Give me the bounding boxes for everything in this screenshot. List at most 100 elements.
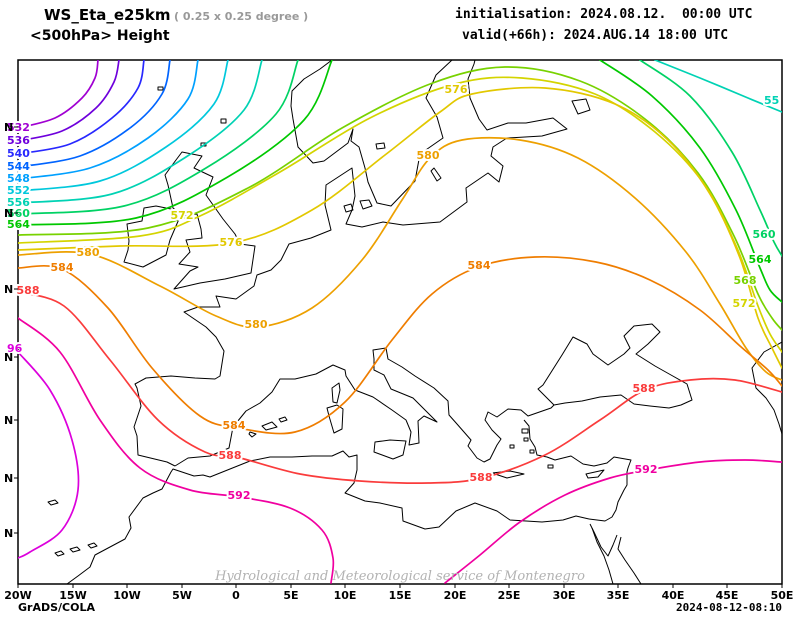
contour-596 <box>18 351 80 559</box>
model-name: WS_Eta_e25km <box>44 6 171 24</box>
coastline <box>331 382 341 404</box>
contour-label-588: 588 <box>17 284 40 297</box>
coastline <box>290 60 453 207</box>
y-axis-label: N <box>4 472 13 485</box>
coastline <box>571 98 591 115</box>
contour-584 <box>18 255 782 435</box>
contour-588 <box>18 291 782 484</box>
coastline <box>261 421 278 431</box>
generation-timestamp: 2024-08-12-08:10 <box>676 601 782 614</box>
x-axis-label: 15W <box>59 589 86 602</box>
coastline <box>343 203 354 213</box>
contour-532 <box>18 60 99 129</box>
contour-label-560: 560 <box>753 228 776 241</box>
contour-label-544: 544 <box>7 160 30 173</box>
coastline <box>200 142 207 147</box>
contour-548 <box>18 60 199 180</box>
x-axis-label: 10W <box>113 589 140 602</box>
contour-label-564: 564 <box>7 218 30 231</box>
contour-label-584: 584 <box>223 419 246 432</box>
x-axis-label: 30E <box>553 589 576 602</box>
contour-label-580: 580 <box>77 246 100 259</box>
coastline <box>537 323 693 409</box>
contour-560 <box>639 60 782 257</box>
coastline <box>375 142 386 150</box>
contour-label-596: 96 <box>7 342 23 355</box>
x-axis-label: 45E <box>716 589 739 602</box>
coastlines-group <box>47 60 782 584</box>
contour-536 <box>18 60 120 142</box>
coastline <box>359 199 373 210</box>
coastline <box>529 449 535 454</box>
contour-label-576: 576 <box>220 236 243 249</box>
y-axis-label: N <box>4 207 13 220</box>
y-axis-label: N <box>4 121 13 134</box>
coastline <box>509 444 515 449</box>
contour-572 <box>18 76 782 353</box>
contour-label-580: 580 <box>417 149 440 162</box>
contour-540 <box>18 60 145 155</box>
x-axis-label: 40E <box>662 589 685 602</box>
grads-credit: GrADS/COLA <box>18 601 95 614</box>
contour-label-584: 584 <box>468 259 491 272</box>
contour-label-584: 584 <box>51 261 74 274</box>
y-axis-labels: N N N N N N N <box>4 121 18 540</box>
contour-576 <box>18 86 782 369</box>
x-axis-label: 20E <box>444 589 467 602</box>
coastline <box>278 416 288 423</box>
coastline <box>591 527 614 584</box>
coastline <box>220 118 227 124</box>
contour-592 <box>444 459 782 584</box>
coastline <box>133 60 568 467</box>
contours-group <box>18 60 782 584</box>
coastline <box>66 450 590 584</box>
contour-label-552: 552 <box>7 184 30 197</box>
coastline <box>617 536 642 584</box>
coastline <box>123 205 180 268</box>
coastline <box>521 428 529 434</box>
x-axis-label: 5W <box>172 589 192 602</box>
coastline <box>326 404 344 434</box>
coastline <box>174 347 555 467</box>
contour-label-592: 592 <box>228 489 251 502</box>
contour-label-576: 576 <box>445 83 468 96</box>
y-axis-label: N <box>4 414 13 427</box>
contour-label-560: 560 <box>7 207 30 220</box>
contour-564 <box>18 60 333 226</box>
contour-564 <box>599 60 782 303</box>
coastline <box>523 437 529 442</box>
y-axis-label: N <box>4 283 13 296</box>
grid-resolution: ( 0.25 x 0.25 degree ) <box>174 10 309 23</box>
contour-label-580: 580 <box>245 318 268 331</box>
contour-556 <box>18 60 263 204</box>
watermark: Hydrological and Meteorological service … <box>214 569 585 584</box>
contour-label-548: 548 <box>7 172 30 185</box>
contour-560 <box>18 60 299 215</box>
x-axis-labels: 20W 15W 10W 5W 0 5E 10E 15E 20E 25E 30E 35E 40E 45E 50… <box>4 584 793 602</box>
contour-label-556: 556 <box>7 196 30 209</box>
field-title: <500hPa> Height <box>30 28 170 44</box>
contour-labels-group: 5325365405445485525565556056056456456857… <box>5 81 781 504</box>
contour-label-564: 564 <box>749 253 772 266</box>
contour-label-556: 55 <box>764 94 779 107</box>
init-time: initialisation: 2024.08.12. 00:00 UTC <box>455 7 753 22</box>
x-axis-label: 10E <box>334 589 357 602</box>
valid-time: valid(+66h): 2024.AUG.14 18:00 UTC <box>462 28 729 43</box>
coastline <box>751 341 782 435</box>
contour-label-588: 588 <box>633 382 656 395</box>
y-axis-label: N <box>4 351 13 364</box>
contour-label-568: 568 <box>734 274 757 287</box>
x-axis-label: 25E <box>498 589 521 602</box>
coastline <box>69 546 81 553</box>
contour-label-572: 572 <box>171 209 194 222</box>
coastline <box>547 464 554 469</box>
contour-label-532: 532 <box>7 121 30 134</box>
coastline <box>589 523 618 557</box>
contour-580 <box>18 136 782 381</box>
coastline <box>164 151 256 290</box>
x-axis-label: 50E <box>771 589 794 602</box>
contour-label-572: 572 <box>733 297 756 310</box>
x-axis-label: 15E <box>389 589 412 602</box>
